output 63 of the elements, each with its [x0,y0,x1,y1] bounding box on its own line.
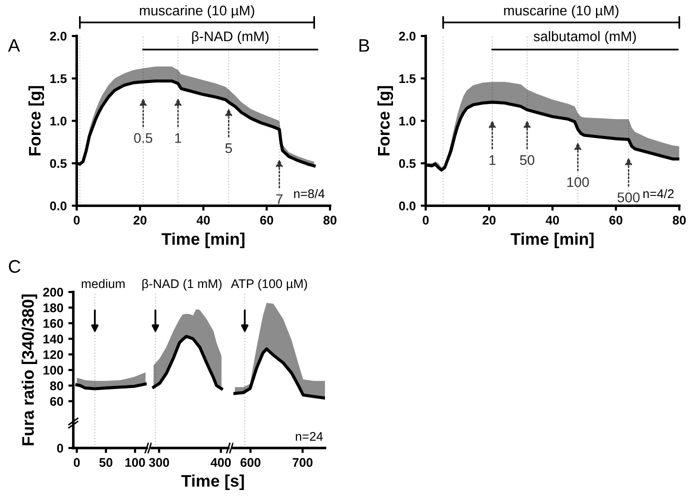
series-label: salbutamol (mM) [534,31,636,44]
annotation: 5 [225,143,232,154]
y-tick-label: 1.5 [50,74,67,84]
annotation: n=8/4 [294,188,325,198]
chart-title: A [8,39,20,52]
x-tick-label: 600 [240,458,260,467]
x-tick-label: 40 [196,216,210,225]
x-tick-label: 20 [482,216,496,225]
annotation: n=24 [296,432,323,441]
x-tick-label: 400 [210,458,231,467]
text: muscarine (10 µM) [140,5,254,18]
y-tick-label: 180 [44,303,64,312]
y-tick-label: 120 [44,350,64,360]
chart-title: B [359,39,370,52]
x-tick-label: 50 [99,458,112,467]
y-tick-label: 0.5 [399,159,416,168]
x-axis-title: Time [s] [181,474,244,490]
y-axis-title: Force [g] [377,86,394,156]
annotation: 7 [276,194,283,204]
y-tick-label: 140 [44,334,64,344]
chart-title: C [8,260,20,273]
ref-line-label: ATP (100 µM) [230,278,308,291]
annotation: 50 [520,155,534,165]
x-tick-label: 40 [546,216,559,225]
y-tick-label: 200 [43,288,64,297]
x-tick-label: 60 [609,216,622,225]
y-tick-label: 0.0 [50,202,66,210]
annotation: 0.5 [134,133,152,143]
y-axis-title: Fura ratio [340/380] [22,294,38,446]
y-tick-label: 60 [50,397,64,406]
y-tick-label: 100 [44,366,64,375]
x-tick-label: 20 [134,216,146,225]
x-tick-label: 0 [422,216,429,225]
x-tick-label: 300 [148,458,170,467]
y-tick-label: 1.5 [399,74,416,84]
y-axis-title: Force [g] [28,86,44,156]
y-tick-label: 0 [57,444,64,453]
x-tick-label: 0 [74,458,80,467]
annotation: 500 [618,192,640,202]
y-tick-label: 0.5 [50,159,67,168]
x-tick-label: 100 [125,458,145,467]
annotation: n=4/2 [643,188,674,198]
annotation: 100 [567,177,589,188]
x-axis-title: Time [min] [510,232,594,248]
y-tick-label: 2.0 [50,32,66,41]
x-tick-label: 700 [292,458,313,467]
ref-line-label: medium [82,278,125,288]
x-tick-label: 80 [672,216,686,225]
series-label: β-NAD (mM) [192,31,268,44]
y-tick-label: 0.0 [399,202,416,210]
annotation: 1 [175,133,182,143]
text: muscarine (10 µM) [504,5,618,18]
y-tick-label: 2.0 [399,32,416,41]
x-tick-label: 80 [323,216,336,225]
annotation: 1 [489,155,496,165]
x-tick-label: 60 [260,216,274,225]
ref-line-label: β-NAD (1 mM) [142,278,222,291]
y-tick-label: 80 [50,381,64,390]
y-tick-label: 1.0 [399,116,416,126]
x-axis-title: Time [min] [162,232,244,248]
y-tick-label: 1.0 [50,116,66,126]
y-tick-label: 160 [44,319,64,328]
x-tick-label: 0 [74,216,80,225]
